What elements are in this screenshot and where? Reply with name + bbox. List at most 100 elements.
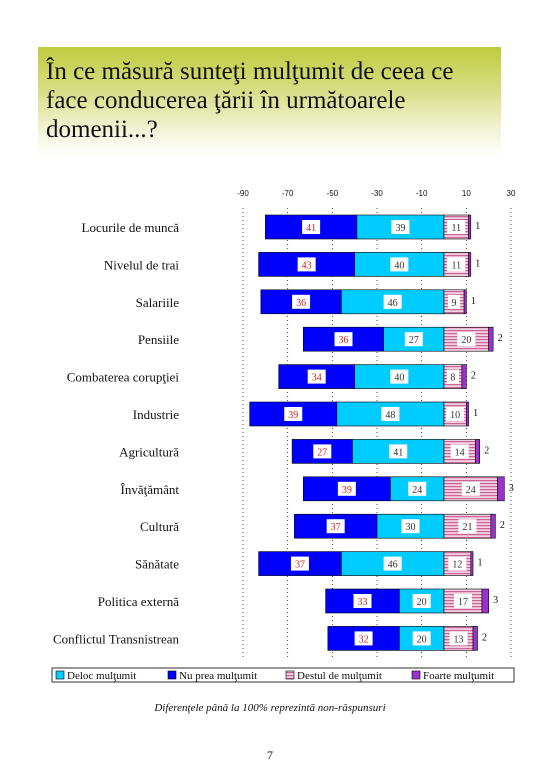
data-label-deloc: 48 (385, 410, 395, 421)
data-label-nu-prea: 32 (359, 634, 369, 645)
data-label-nu-prea-bg (307, 369, 326, 384)
data-label-deloc: 24 (412, 485, 422, 496)
bar-foarte (463, 289, 467, 315)
data-label-destul: 11 (451, 223, 461, 234)
bar-foarte (474, 439, 481, 464)
data-label-destul-bg (450, 444, 469, 459)
data-label-nu-prea: 37 (295, 560, 305, 571)
bar-nu-prea (258, 551, 342, 576)
data-label-destul: 21 (462, 522, 472, 533)
data-label-foarte: 2 (498, 333, 503, 344)
bar-deloc (383, 326, 445, 352)
legend-swatch-nu_prea (167, 670, 177, 680)
data-label-destul-bg (446, 407, 465, 421)
data-label-foarte: 2 (500, 520, 505, 531)
data-label-nu-prea: 36 (339, 335, 349, 346)
data-label-destul: 20 (461, 335, 471, 346)
data-label-nu-prea: 34 (312, 373, 322, 384)
data-label-destul-bg (449, 631, 468, 646)
category-label: Pensiile (138, 332, 179, 347)
data-label-foarte: 1 (471, 296, 476, 307)
bar-foarte (488, 326, 494, 352)
category-label: Locurile de muncă (82, 220, 180, 235)
data-label-foarte: 2 (482, 632, 487, 643)
data-label-destul: 10 (450, 410, 460, 421)
data-label-destul: 24 (466, 485, 476, 496)
data-label-nu-prea-bg (313, 444, 332, 459)
data-label-deloc-bg (412, 631, 431, 646)
category-label: Sănătate (135, 557, 179, 572)
data-label-deloc-bg (381, 407, 400, 421)
category-label: Agricultură (119, 444, 179, 459)
data-label-deloc: 27 (409, 335, 419, 346)
legend-label-nu_prea: Nu prea mulţumit (179, 670, 257, 682)
data-label-destul-bg (448, 556, 467, 571)
bar-foarte (490, 513, 496, 539)
data-label-deloc: 20 (417, 597, 427, 608)
data-label-destul-bg (457, 332, 476, 347)
data-label-deloc: 39 (395, 223, 405, 234)
data-label-destul: 17 (458, 597, 468, 608)
data-label-destul: 14 (455, 447, 465, 458)
legend-swatch-deloc (55, 670, 65, 680)
data-label-deloc-bg (408, 481, 427, 496)
legend-swatch-foarte (411, 670, 421, 680)
x-tick-label: -30 (371, 189, 383, 198)
data-label-deloc: 40 (394, 373, 404, 384)
data-label-nu-prea-bg (354, 631, 373, 646)
x-tick-label: -50 (327, 189, 339, 198)
category-label: Combaterea corupţiei (67, 370, 180, 385)
data-label-destul-bg (448, 294, 461, 309)
data-label-nu-prea-bg (337, 481, 356, 496)
legend-box (51, 667, 515, 683)
data-label-nu-prea: 36 (296, 298, 306, 309)
bar-foarte (461, 364, 467, 389)
category-label: Cultură (140, 519, 179, 534)
data-label-deloc-bg (383, 556, 402, 571)
page-number: 7 (267, 748, 273, 762)
data-label-destul-bg (447, 220, 466, 234)
data-label-destul-bg (447, 257, 466, 272)
bar-foarte (497, 476, 505, 502)
data-label-nu-prea: 39 (342, 485, 352, 496)
data-label-destul-bg (461, 481, 480, 496)
x-tick-label: -90 (237, 189, 249, 198)
legend-swatch-destul (285, 670, 295, 680)
data-label-deloc-bg (383, 294, 402, 309)
category-label: Salariile (136, 295, 180, 310)
data-label-nu-prea-bg (290, 556, 309, 571)
data-label-nu-prea-bg (334, 332, 353, 347)
bar-destul (443, 626, 474, 651)
data-label-destul-bg (453, 594, 472, 608)
data-label-destul: 11 (451, 260, 461, 271)
data-label-deloc-bg (391, 220, 410, 234)
category-label: Politica externă (98, 594, 179, 609)
data-label-foarte: 3 (493, 595, 498, 606)
legend-label-destul: Destul de mulţumit (297, 670, 382, 682)
data-label-deloc: 20 (417, 634, 427, 645)
data-label-foarte: 1 (475, 221, 480, 232)
data-label-nu-prea: 27 (317, 447, 327, 458)
data-label-foarte: 1 (478, 558, 483, 569)
data-label-deloc-bg (390, 369, 409, 384)
data-label-deloc: 46 (388, 560, 398, 571)
data-label-deloc-bg (412, 594, 431, 608)
chart-title: În ce măsură sunteţi mulţumit de ceea ce… (46, 58, 454, 143)
bar-foarte (468, 214, 472, 240)
category-label: Nivelul de trai (104, 257, 179, 272)
data-label-foarte: 2 (471, 371, 476, 382)
bar-foarte (470, 551, 474, 576)
data-label-nu-prea-bg (297, 257, 316, 272)
data-label-deloc-bg (390, 257, 409, 272)
data-label-deloc: 41 (393, 447, 403, 458)
data-label-destul-bg (446, 369, 459, 384)
category-label: Conflictul Transnistrean (53, 631, 180, 646)
x-tick-label: 10 (462, 189, 471, 198)
data-label-deloc-bg (389, 444, 408, 459)
data-label-nu-prea-bg (284, 407, 303, 421)
data-label-foarte: 1 (475, 258, 480, 269)
x-tick-label: -10 (416, 189, 428, 198)
x-tick-label: -70 (282, 189, 294, 198)
data-label-foarte: 2 (484, 445, 489, 456)
